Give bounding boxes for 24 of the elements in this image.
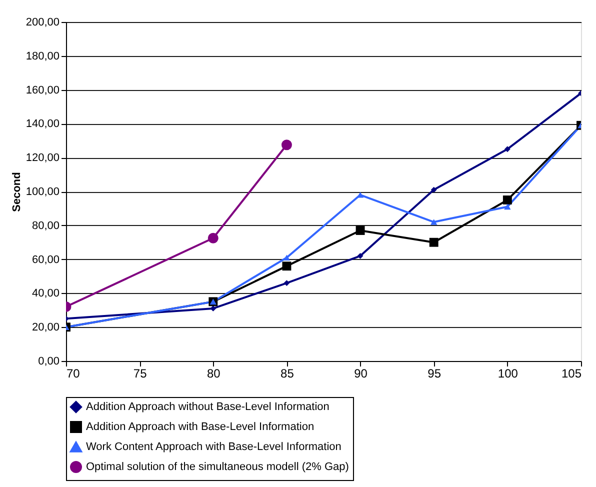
x-tick-label: 90 (354, 366, 368, 380)
x-tick-label: 75 (133, 366, 148, 380)
x-tick-label: 85 (280, 366, 294, 380)
y-tick-label: 140,00 (26, 118, 60, 130)
legend-label: Work Content Approach with Base-Level Information (86, 441, 342, 453)
y-tick-label: 100,00 (26, 186, 60, 198)
x-tick-label: 70 (66, 366, 80, 380)
x-tick-label: 95 (428, 366, 442, 380)
y-tick-label: 200,00 (26, 16, 60, 28)
y-axis-title: Second (10, 172, 23, 212)
y-tick-label: 120,00 (26, 152, 60, 164)
y-tick-label: 60,00 (32, 254, 60, 266)
y-tick-label: 40,00 (32, 288, 60, 300)
y-tick-label: 20,00 (32, 322, 60, 334)
legend-label: Optimal solution of the simultaneous modell (2% Gap) (86, 461, 349, 473)
y-tick-label: 0,00 (38, 356, 60, 368)
y-tick-label: 160,00 (26, 84, 60, 96)
y-tick-label: 180,00 (26, 50, 60, 62)
x-tick-label: 80 (206, 366, 221, 380)
legend-label: Addition Approach with Base-Level Information (86, 421, 314, 433)
x-tick-label: 105 (561, 366, 582, 380)
legend-label: Addition Approach without Base-Level Information (86, 401, 330, 413)
x-tick-label: 100 (498, 366, 518, 380)
y-tick-label: 80,00 (32, 220, 60, 232)
